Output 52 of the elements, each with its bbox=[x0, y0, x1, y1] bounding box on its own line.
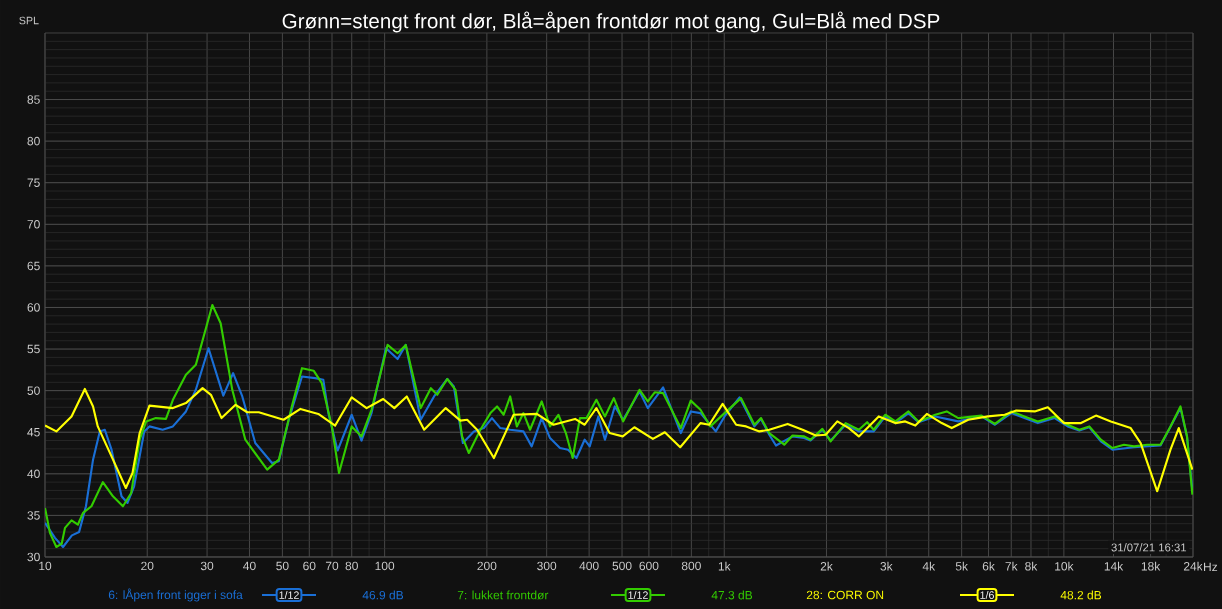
text: 1/12 bbox=[628, 591, 648, 599]
y-tick-label: 45 bbox=[27, 428, 40, 437]
annotation: 31/07/21 16:31 bbox=[1111, 543, 1187, 552]
y-tick-label: 35 bbox=[27, 511, 40, 520]
x-tick-label: 70 bbox=[325, 561, 339, 571]
x-tick-label: 18k bbox=[1141, 561, 1161, 571]
x-tick-label: 20 bbox=[141, 561, 154, 571]
x-tick-label: 10 bbox=[39, 561, 52, 571]
y-axis-title: SPL bbox=[19, 16, 39, 25]
text: 1/6 bbox=[980, 591, 994, 599]
x-tick-label: 400 bbox=[579, 561, 599, 571]
x-tick-label: 8k bbox=[1025, 561, 1038, 571]
x-tick-label: 800 bbox=[681, 561, 701, 571]
x-tick-label: 3k bbox=[880, 561, 893, 571]
x-tick-label: 5k bbox=[955, 561, 968, 571]
x-tick-label: 50 bbox=[276, 561, 289, 571]
text: 7: lukket frontdør bbox=[457, 590, 549, 600]
x-tick-label: 30 bbox=[200, 561, 214, 571]
x-tick-label: 100 bbox=[375, 561, 395, 571]
text: 1/12 bbox=[279, 591, 299, 599]
y-tick-label: 70 bbox=[27, 220, 40, 229]
x-tick-label: 14k bbox=[1104, 561, 1124, 571]
y-tick-label: 30 bbox=[27, 552, 40, 562]
text: 28: CORR ON bbox=[806, 590, 884, 600]
x-tick-label: 7k bbox=[1005, 561, 1018, 571]
y-tick-label: 40 bbox=[27, 469, 40, 479]
x-tick-label: 6k bbox=[982, 561, 995, 571]
x-tick-label: 1k bbox=[718, 561, 731, 571]
x-tick-label: 200 bbox=[477, 561, 497, 571]
text: 47.3 dB bbox=[711, 590, 753, 600]
x-tick-label: 80 bbox=[345, 561, 358, 571]
y-tick-label: 50 bbox=[27, 386, 40, 395]
x-tick-label: 40 bbox=[243, 561, 256, 571]
text: 46.9 dB bbox=[362, 590, 404, 600]
x-axis-title: Hz bbox=[1204, 562, 1218, 572]
chart-title: Grønn=stengt front dør, Blå=åpen frontdør mot gang, Gul=Blå med DSP bbox=[282, 11, 940, 33]
x-tick-label: 60 bbox=[303, 561, 316, 571]
x-tick-label: 24k bbox=[1183, 561, 1203, 571]
y-tick-label: 65 bbox=[27, 261, 40, 271]
y-tick-label: 80 bbox=[27, 136, 40, 146]
legend-label: 6: lÅpen front igger i sofa bbox=[108, 588, 243, 602]
text: 48.2 dB bbox=[1060, 590, 1102, 600]
x-tick-label: 2k bbox=[820, 561, 833, 571]
x-tick-label: 300 bbox=[537, 561, 557, 571]
y-tick-label: 75 bbox=[27, 178, 40, 187]
x-tick-label: 10k bbox=[1055, 561, 1074, 571]
x-tick-label: 500 bbox=[612, 561, 632, 571]
x-tick-label: 4k bbox=[922, 561, 936, 571]
x-tick-label: 600 bbox=[639, 561, 659, 571]
y-tick-label: 60 bbox=[27, 303, 40, 312]
y-tick-label: 55 bbox=[27, 344, 40, 354]
y-tick-label: 85 bbox=[27, 95, 40, 104]
